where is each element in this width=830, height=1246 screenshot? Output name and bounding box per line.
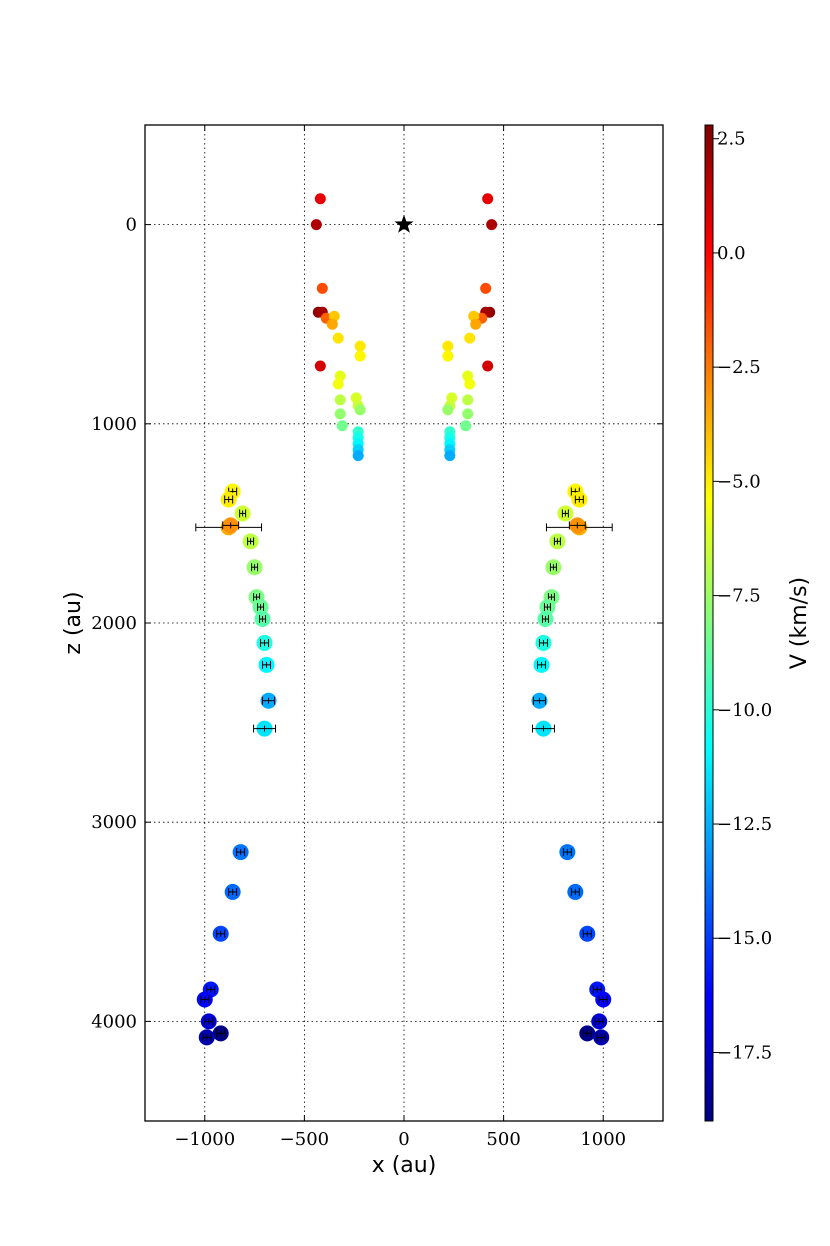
data-point: [444, 450, 456, 462]
data-point: [336, 420, 348, 432]
data-point: [462, 394, 474, 406]
data-point: [354, 404, 366, 416]
y-axis-title: z (au): [61, 591, 86, 654]
data-point: [442, 404, 454, 416]
y-tick-label: 3000: [91, 812, 137, 833]
colorbar-tick-label: −10.0: [717, 700, 772, 721]
y-tick-label: 0: [126, 215, 137, 236]
data-point: [334, 408, 346, 420]
colorbar-tick-label: −5.0: [717, 471, 761, 492]
colorbar-tick-label: 0.0: [717, 243, 746, 264]
data-point: [480, 282, 492, 294]
data-point: [332, 378, 344, 390]
data-point: [354, 340, 366, 352]
colorbar-tick-label: 2.5: [717, 129, 746, 150]
data-point: [334, 394, 346, 406]
data-point: [354, 350, 366, 362]
colorbar-ticks: 2.5 0.0 −2.5 −5.0 −7.5 −10.0 −12.5 −15.0 −17.5: [713, 129, 772, 1063]
data-point: [482, 193, 494, 205]
data-point: [316, 282, 328, 294]
colorbar-tick-label: −17.5: [717, 1042, 772, 1063]
data-point: [460, 420, 472, 432]
x-tick-label: −1000: [174, 1129, 235, 1150]
data-point: [352, 450, 364, 462]
y-tick-label: 1000: [91, 414, 137, 435]
data-point: [314, 360, 326, 372]
y-axis-ticks: 0 1000 2000 3000 4000: [91, 215, 663, 1032]
data-point: [462, 408, 474, 420]
x-tick-label: 0: [398, 1129, 409, 1150]
data-point: [310, 219, 322, 231]
data-point: [326, 318, 338, 330]
data-point: [470, 318, 482, 330]
data-point: [464, 332, 476, 344]
data-point: [464, 378, 476, 390]
colorbar-tick-label: −7.5: [717, 586, 761, 607]
data-point: [442, 340, 454, 352]
x-tick-label: 1000: [580, 1129, 626, 1150]
x-axis-title: x (au): [372, 1153, 437, 1178]
x-tick-label: 500: [486, 1129, 520, 1150]
data-point: [332, 332, 344, 344]
colorbar-tick-label: −2.5: [717, 357, 761, 378]
colorbar-tick-label: −15.0: [717, 928, 772, 949]
x-axis-ticks: −1000 −500 0 500 1000: [174, 125, 626, 1150]
data-point: [486, 219, 498, 231]
data-point: [314, 193, 326, 205]
data-points: [195, 193, 613, 1046]
data-point: [482, 360, 494, 372]
x-tick-label: −500: [280, 1129, 329, 1150]
colorbar-label: V (km/s): [787, 577, 812, 669]
star-icon: [394, 214, 414, 233]
grid-lines: [145, 125, 663, 1121]
colorbar-tick-label: −12.5: [717, 814, 772, 835]
colorbar: [704, 124, 714, 1122]
y-tick-label: 4000: [91, 1011, 137, 1032]
central-star-marker: [394, 214, 414, 233]
y-tick-label: 2000: [91, 613, 137, 634]
data-point: [442, 350, 454, 362]
